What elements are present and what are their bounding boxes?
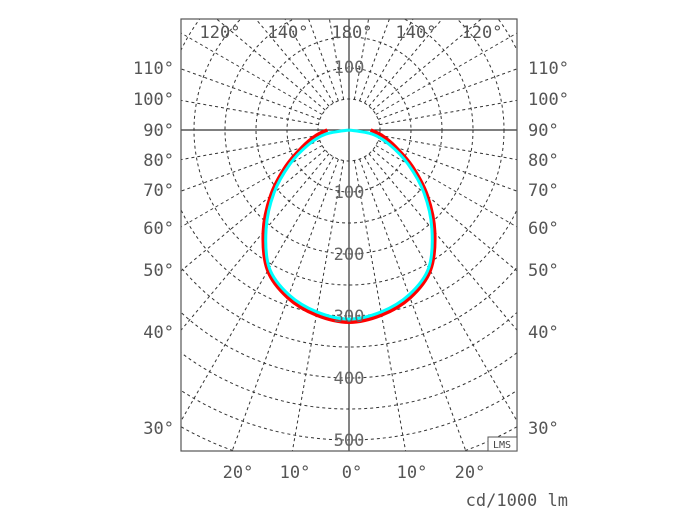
right-angle-label: 80° xyxy=(528,151,559,171)
grid-radial-line xyxy=(181,156,334,422)
curves xyxy=(261,128,437,324)
right-angle-label: 30° xyxy=(528,419,559,439)
grid-radial-line xyxy=(368,153,517,331)
grid-radial-line xyxy=(181,153,330,331)
grid-radial-line xyxy=(353,160,407,451)
plot-frame xyxy=(180,18,518,452)
grid-radial-line xyxy=(359,158,467,451)
grid-radial-line xyxy=(291,160,345,451)
grid-radial-line xyxy=(308,19,339,102)
polar-grid xyxy=(181,19,517,451)
intensity-curve-red xyxy=(261,128,437,324)
grid-radial-line xyxy=(364,19,414,104)
intensity-curve-cyan xyxy=(264,128,434,321)
side-angle-labels: 110° 110° 100° 100° 90° 90° 80° 80° 70° 70° 60° 60°… xyxy=(133,59,569,439)
top-angle-labels: 120° 140° 180° 140° 120° xyxy=(200,23,503,43)
bottom-angle-label: 20° xyxy=(223,463,254,483)
right-angle-label: 70° xyxy=(528,181,559,201)
left-angle-label: 30° xyxy=(143,419,174,439)
grid-radial-line xyxy=(181,68,321,120)
lms-badge-frame xyxy=(487,436,518,452)
grid-radial-line xyxy=(364,156,517,422)
bottom-angle-label: 10° xyxy=(397,463,428,483)
grid-radial-line xyxy=(284,19,334,104)
top-angle-label: 140° xyxy=(268,23,309,43)
grid-radial-line xyxy=(375,32,517,115)
left-angle-label: 60° xyxy=(143,219,174,239)
right-angle-label: 90° xyxy=(528,121,559,141)
right-angle-label: 100° xyxy=(528,90,569,110)
lms-badge: LMS xyxy=(493,440,511,451)
grid-radial-line xyxy=(372,149,517,272)
grid-radial-line xyxy=(181,99,319,126)
radial-label-100: 100 xyxy=(334,183,365,203)
bottom-angle-labels: 20° 10° 0° 10° 20° xyxy=(223,463,486,483)
right-angle-label: 60° xyxy=(528,219,559,239)
bottom-angle-label: 20° xyxy=(455,463,486,483)
grid-radial-line xyxy=(359,19,390,102)
radial-tick-labels: 100 100 200 300 400 500 xyxy=(334,58,365,451)
grid-radial-line xyxy=(328,19,345,100)
bottom-angle-label: 10° xyxy=(280,463,311,483)
left-angle-label: 110° xyxy=(133,59,174,79)
grid-radial-line xyxy=(181,140,321,192)
top-angle-label: 180° xyxy=(332,23,373,43)
grid-radial-line xyxy=(255,19,330,107)
grid-radial-line xyxy=(231,158,339,451)
right-angle-label: 40° xyxy=(528,323,559,343)
grid-radial-line xyxy=(379,99,517,126)
grid-radial-line xyxy=(375,145,517,228)
grid-radial-line xyxy=(379,134,517,161)
radial-label-300: 300 xyxy=(334,307,365,327)
grid-radial-line xyxy=(377,68,517,120)
radial-label-500: 500 xyxy=(334,431,365,451)
top-angle-label: 120° xyxy=(462,23,503,43)
radial-label-200: 200 xyxy=(334,245,365,265)
grid-radial-line xyxy=(181,134,319,161)
grid-radial-line xyxy=(353,19,370,100)
top-angle-label: 120° xyxy=(200,23,241,43)
radial-label-top-100: 100 xyxy=(334,58,365,78)
grid-radial-line xyxy=(181,32,323,115)
radial-label-400: 400 xyxy=(334,369,365,389)
right-angle-label: 50° xyxy=(528,261,559,281)
left-angle-label: 100° xyxy=(133,90,174,110)
unit-label: cd/1000 lm xyxy=(466,491,568,511)
grid-radial-line xyxy=(377,140,517,192)
left-angle-label: 70° xyxy=(143,181,174,201)
right-angle-label: 110° xyxy=(528,59,569,79)
grid-radial-line xyxy=(181,145,323,228)
bottom-angle-label: 0° xyxy=(342,463,362,483)
grid-radial-line xyxy=(368,19,443,107)
left-angle-label: 90° xyxy=(143,121,174,141)
top-angle-label: 140° xyxy=(396,23,437,43)
left-angle-label: 50° xyxy=(143,261,174,281)
left-angle-label: 40° xyxy=(143,323,174,343)
left-angle-label: 80° xyxy=(143,151,174,171)
grid-radial-line xyxy=(181,149,326,272)
